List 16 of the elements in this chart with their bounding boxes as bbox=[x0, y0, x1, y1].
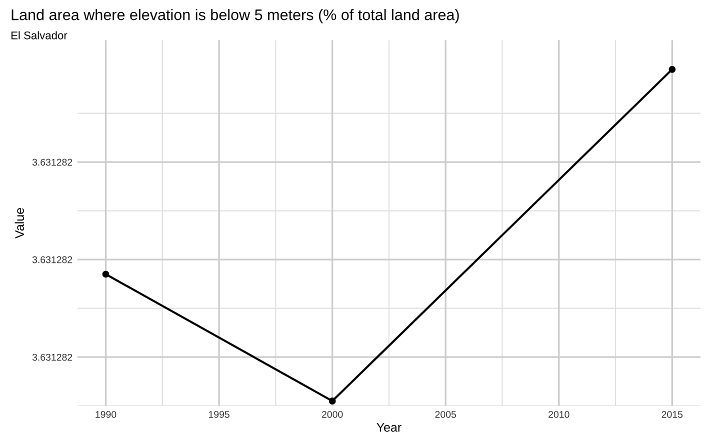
x-axis-title: Year bbox=[376, 423, 402, 432]
x-tick-label: 1995 bbox=[208, 410, 230, 418]
x-tick-label: 2015 bbox=[662, 410, 683, 418]
y-axis-title: Value bbox=[14, 208, 24, 238]
y-tick-label: 3.631282 bbox=[32, 354, 72, 361]
x-tick-label: 2005 bbox=[435, 410, 456, 418]
chart-title: Land area where elevation is below 5 meters (% of total land area) bbox=[12, 9, 459, 24]
point bbox=[328, 398, 336, 404]
chart-subtitle: El Salvador bbox=[11, 31, 68, 40]
x-tick-label: 2010 bbox=[548, 410, 570, 418]
x-tick-label: 1990 bbox=[96, 410, 116, 418]
y-tick-label: 3.631282 bbox=[32, 256, 72, 264]
y-tick-label: 3.631282 bbox=[32, 158, 72, 166]
point bbox=[102, 270, 110, 278]
x-tick-label: 2000 bbox=[322, 410, 343, 418]
point bbox=[668, 66, 676, 73]
